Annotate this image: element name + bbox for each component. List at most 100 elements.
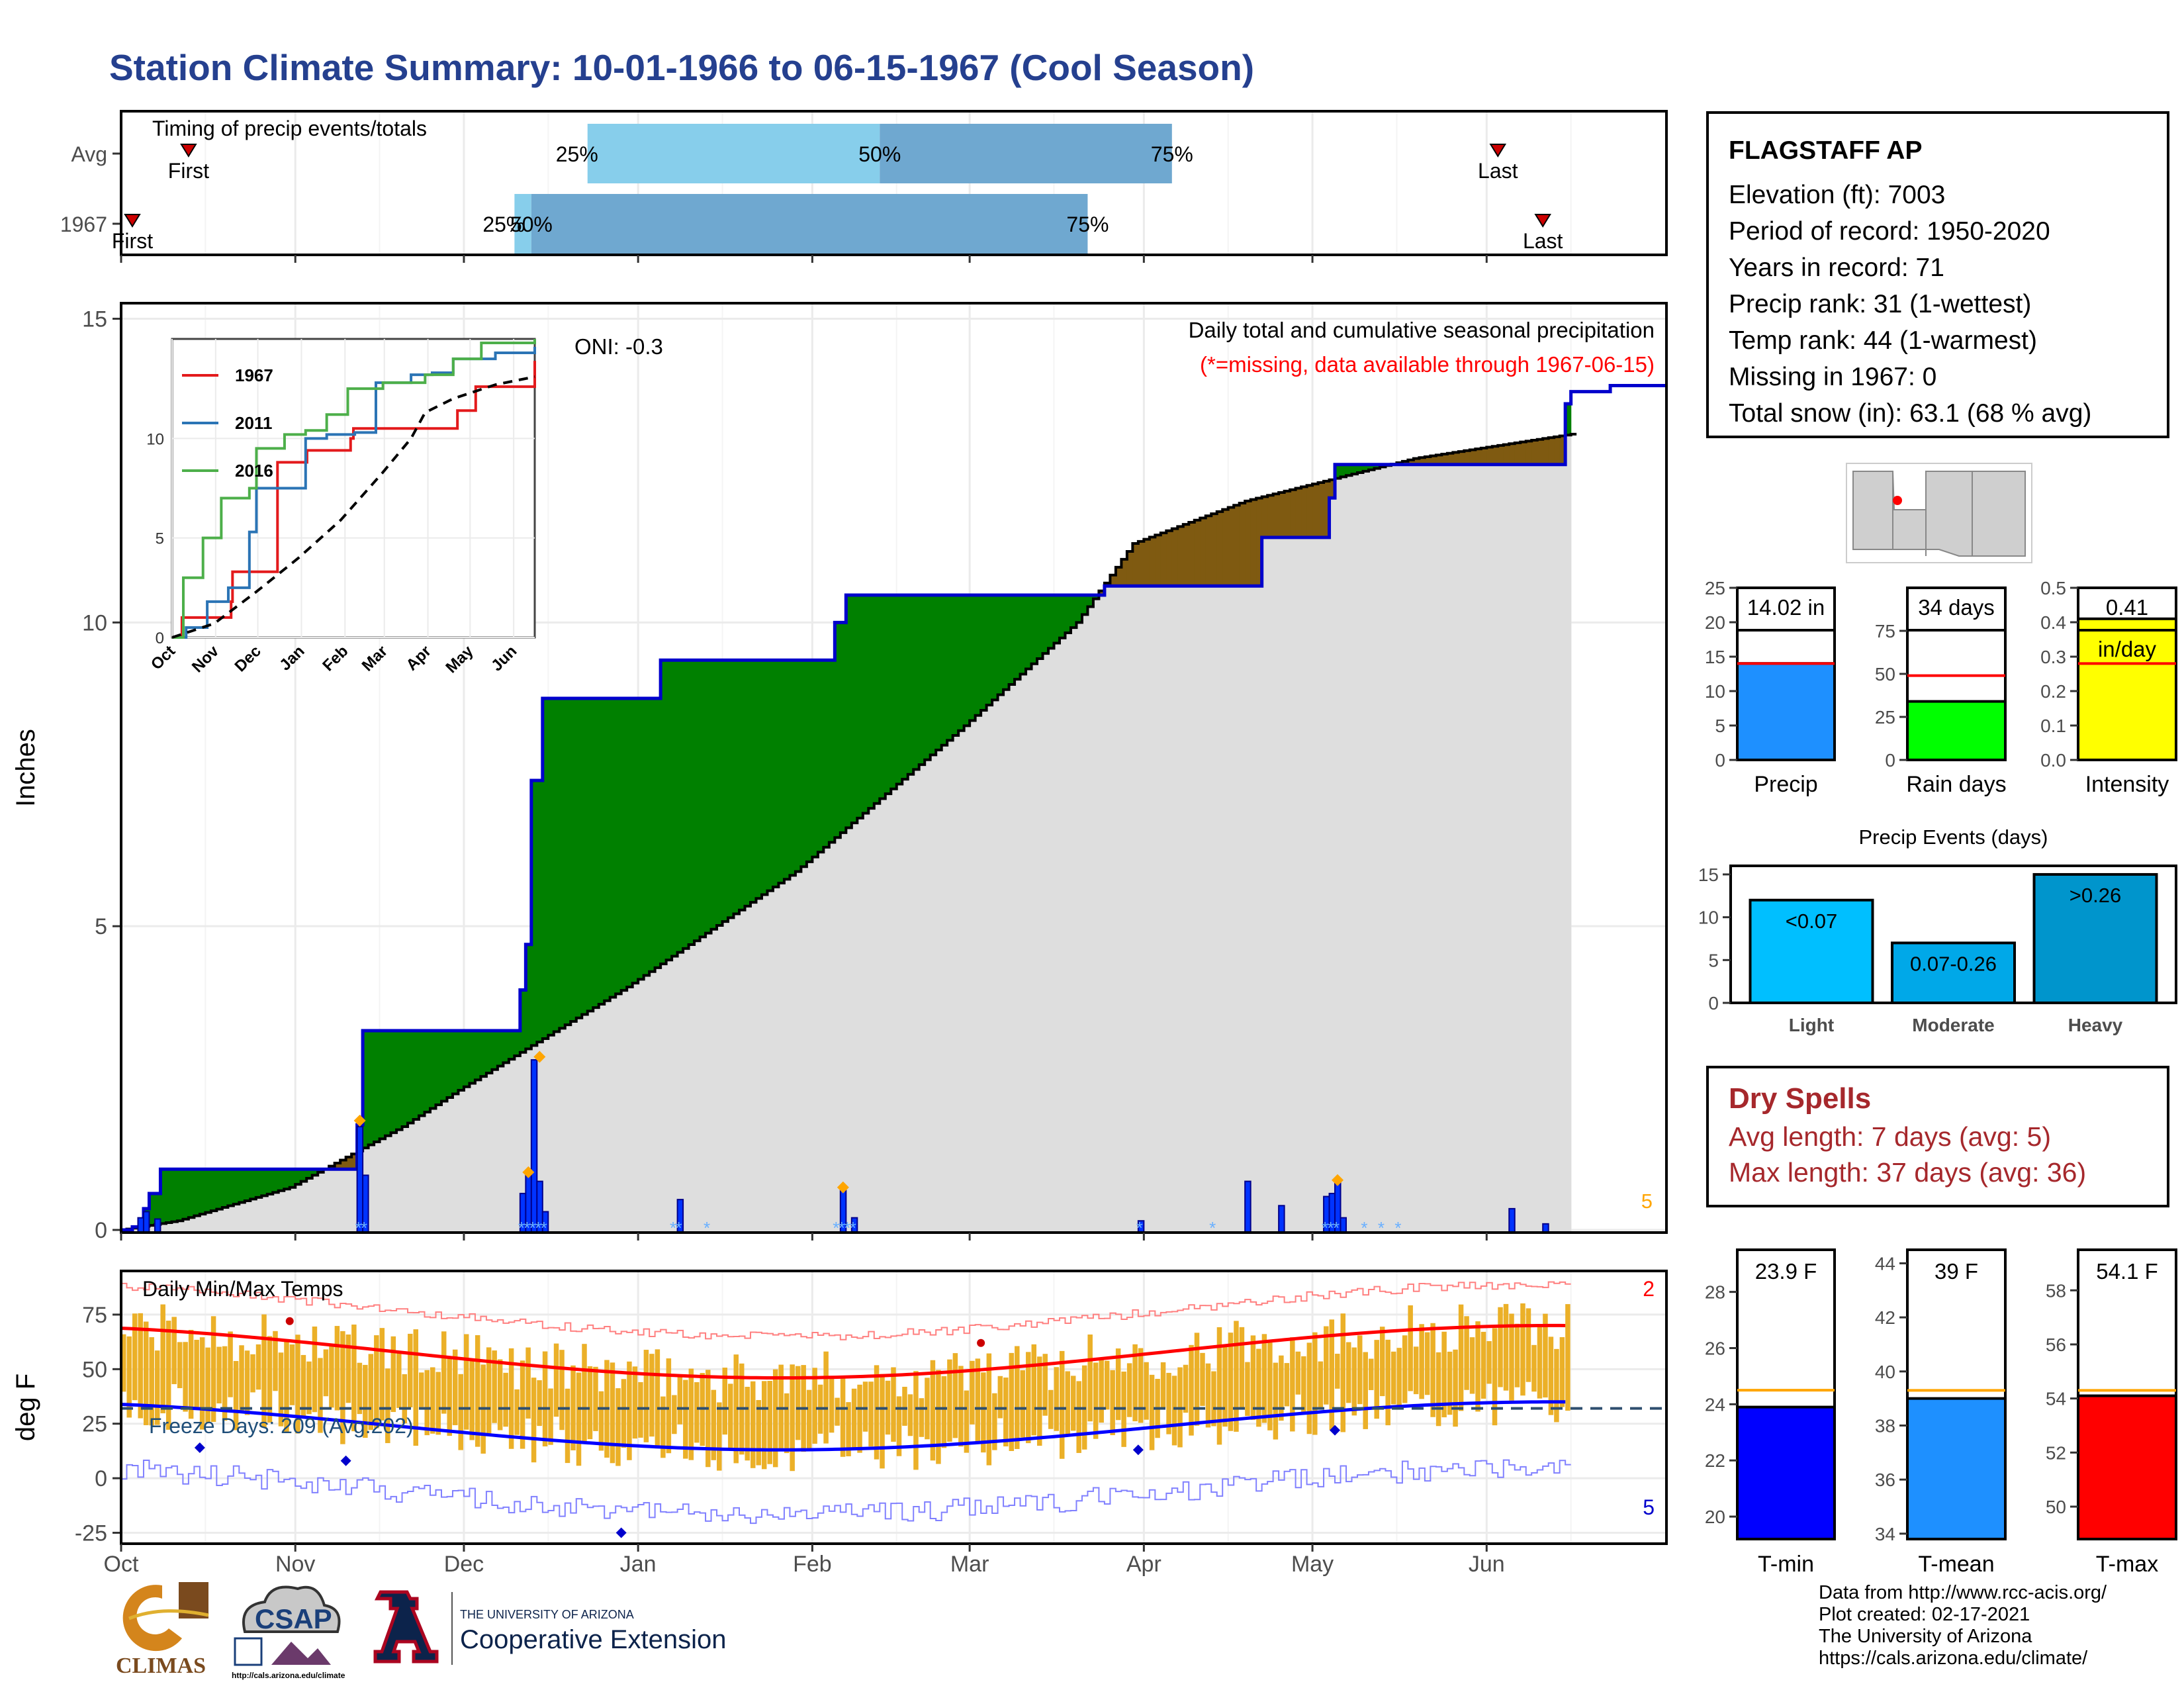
summary-y-tick: 20	[1705, 612, 1725, 633]
daily-precip-bar	[137, 1217, 144, 1234]
daily-temp-bar	[132, 1313, 138, 1401]
precip-avg-fill	[947, 740, 954, 1233]
daily-temp-bar	[228, 1331, 233, 1397]
precip-surplus	[851, 595, 858, 823]
precip-deficit	[1312, 484, 1319, 538]
precip-avg-fill	[1160, 586, 1167, 1233]
timing-label-75: 75%	[1066, 212, 1109, 236]
precip-avg-fill	[1441, 464, 1448, 1233]
daily-temp-bar	[1324, 1326, 1329, 1405]
timing-row-label: 1967	[60, 212, 107, 236]
precip-avg-fill	[981, 710, 987, 1233]
precip-surplus	[463, 1031, 471, 1087]
daily-temp-bar	[1104, 1360, 1110, 1410]
precip-surplus	[216, 1169, 223, 1209]
daily-temp-bar	[424, 1370, 430, 1436]
precip-deficit	[1475, 449, 1482, 465]
snow-marker: *	[1394, 1218, 1401, 1238]
precip-surplus	[717, 660, 723, 925]
precip-avg-fill	[278, 1190, 285, 1233]
precip-y-tick: 5	[95, 914, 107, 939]
snow-marker: *	[1333, 1218, 1340, 1238]
daily-temp-bar	[1312, 1332, 1318, 1435]
precip-surplus	[829, 660, 835, 843]
daily-temp-bar	[1216, 1327, 1222, 1445]
daily-temp-bar	[722, 1368, 728, 1435]
daily-temp-bar	[1543, 1313, 1548, 1398]
precip-deficit	[1132, 543, 1139, 586]
daily-temp-bar	[244, 1350, 250, 1415]
precip-deficit	[1284, 491, 1291, 538]
timing-marker-last	[1534, 214, 1551, 228]
daily-temp-bar	[1402, 1335, 1408, 1403]
precip-surplus	[778, 660, 785, 884]
precip-avg-fill	[216, 1209, 223, 1233]
timing-frame	[120, 110, 1668, 256]
precip-avg-fill	[930, 755, 936, 1233]
precip-avg-fill	[244, 1200, 251, 1233]
daily-temp-bar	[1531, 1344, 1537, 1392]
daily-temp-bar	[1149, 1374, 1155, 1450]
dry-spells-avg: Avg length: 7 days (avg: 5)	[1729, 1121, 2051, 1152]
precip-avg-fill	[739, 910, 746, 1233]
daily-temp-bar	[593, 1366, 598, 1431]
precip-deficit	[1290, 489, 1297, 538]
precip-surplus	[610, 698, 616, 998]
precip-avg-fill	[570, 1021, 577, 1233]
precip-avg-fill	[1351, 474, 1358, 1233]
precip-avg-fill	[165, 1222, 173, 1233]
temp-y-tick: 75	[82, 1303, 107, 1328]
summary-y-tick: 25	[1705, 578, 1725, 598]
climas-logo: CLIMAS	[116, 1582, 209, 1678]
precip-deficit	[1216, 511, 1223, 586]
daily-temp-bar	[469, 1359, 475, 1440]
precip-deficit	[1324, 481, 1330, 538]
precip-surplus	[964, 595, 970, 726]
precip-avg-fill	[610, 997, 616, 1233]
precip-surplus	[997, 595, 1004, 695]
daily-temp-bar	[503, 1372, 508, 1427]
precip-surplus	[402, 1031, 408, 1127]
precip-surplus	[694, 660, 701, 941]
precip-surplus	[705, 660, 712, 933]
precip-surplus	[548, 698, 555, 1035]
daily-temp-bar	[986, 1353, 992, 1466]
summary-bars: 14.02 in 0 5 10 15 20 25 Precip 34 days 0 25 50 75 Ra…	[1705, 578, 2177, 797]
daily-max-marker	[1332, 1174, 1344, 1186]
record-low-marker	[1132, 1444, 1144, 1456]
precip-surplus	[475, 1031, 482, 1080]
precip-avg-fill	[1048, 648, 1055, 1233]
precip-avg-fill	[756, 898, 762, 1233]
precip-avg-fill	[295, 1184, 302, 1233]
precip-avg-fill	[205, 1212, 212, 1233]
precip-surplus	[278, 1169, 285, 1191]
precip-deficit	[1228, 507, 1234, 586]
daily-temp-bar	[728, 1383, 733, 1449]
daily-temp-bar	[1194, 1333, 1200, 1426]
daily-temp-bar	[874, 1365, 880, 1460]
precip-surplus	[1368, 464, 1375, 470]
precip-surplus	[508, 1031, 515, 1060]
timing-label-last: Last	[1478, 159, 1518, 183]
precip-avg-fill	[913, 769, 920, 1233]
precip-avg-fill	[435, 1104, 442, 1233]
precip-avg-fill	[284, 1189, 291, 1233]
precip-surplus	[1081, 595, 1089, 615]
precip-avg-fill	[475, 1080, 482, 1233]
month-label: Jan	[620, 1552, 657, 1577]
precip-avg-fill	[222, 1207, 228, 1233]
precip-1967-line	[121, 383, 1666, 1232]
precip-surplus	[419, 1031, 426, 1116]
precip-deficit	[1480, 447, 1487, 465]
precip-avg-fill	[1385, 465, 1392, 1233]
precip-surplus	[396, 1031, 403, 1130]
precip-avg-fill	[458, 1090, 465, 1233]
precip-avg-fill	[587, 1011, 594, 1233]
precip-surplus	[368, 1031, 375, 1145]
precip-avg-fill	[441, 1101, 448, 1233]
summary-y-tick: 0.5	[2040, 578, 2066, 598]
precip-avg-fill	[1390, 464, 1398, 1233]
precip-avg-fill	[188, 1217, 195, 1233]
precip-surplus	[874, 595, 880, 804]
precip-avg-fill	[851, 823, 858, 1233]
